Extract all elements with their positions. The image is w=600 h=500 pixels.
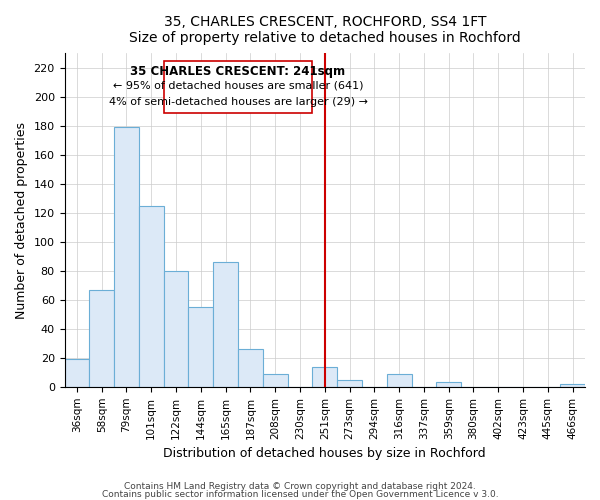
Bar — [89, 290, 114, 387]
Bar — [164, 271, 188, 387]
Y-axis label: Number of detached properties: Number of detached properties — [15, 122, 28, 318]
Bar — [263, 374, 287, 387]
Bar — [114, 128, 139, 387]
Bar — [213, 262, 238, 387]
Title: 35, CHARLES CRESCENT, ROCHFORD, SS4 1FT
Size of property relative to detached ho: 35, CHARLES CRESCENT, ROCHFORD, SS4 1FT … — [129, 15, 521, 45]
Bar — [139, 206, 164, 387]
Text: Contains public sector information licensed under the Open Government Licence v : Contains public sector information licen… — [101, 490, 499, 499]
Bar — [313, 366, 337, 387]
Bar — [238, 349, 263, 387]
Bar — [560, 384, 585, 387]
X-axis label: Distribution of detached houses by size in Rochford: Distribution of detached houses by size … — [163, 447, 486, 460]
Bar — [337, 380, 362, 387]
Bar — [188, 307, 213, 387]
Text: 4% of semi-detached houses are larger (29) →: 4% of semi-detached houses are larger (2… — [109, 97, 368, 107]
Text: 35 CHARLES CRESCENT: 241sqm: 35 CHARLES CRESCENT: 241sqm — [130, 65, 346, 78]
Text: ← 95% of detached houses are smaller (641): ← 95% of detached houses are smaller (64… — [113, 81, 363, 91]
FancyBboxPatch shape — [164, 60, 313, 113]
Bar — [387, 374, 412, 387]
Bar — [65, 360, 89, 387]
Bar — [436, 382, 461, 387]
Text: Contains HM Land Registry data © Crown copyright and database right 2024.: Contains HM Land Registry data © Crown c… — [124, 482, 476, 491]
